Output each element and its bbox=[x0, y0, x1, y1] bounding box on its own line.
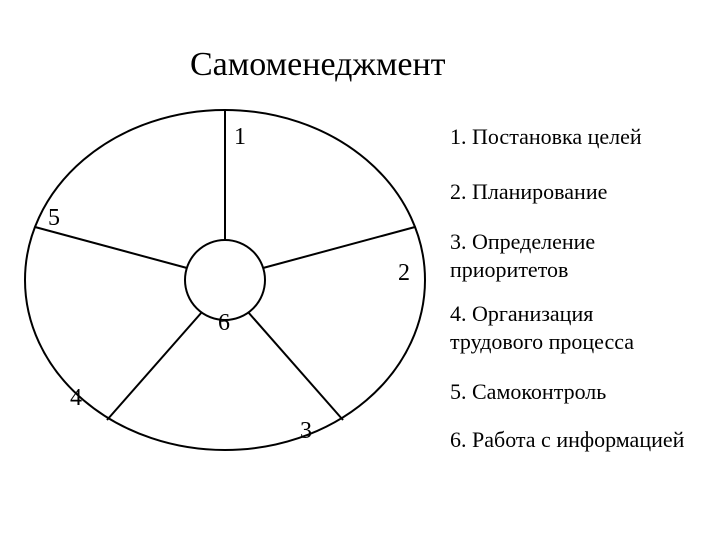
legend-item-3: 3. Определение приоритетов bbox=[450, 228, 690, 283]
center-label-6: 6 bbox=[218, 310, 230, 337]
legend-item-6: 6. Работа с информацией bbox=[450, 426, 690, 454]
title: Самоменеджмент bbox=[190, 46, 446, 84]
sector-label-3: 3 bbox=[300, 418, 312, 445]
sector-label-1: 1 bbox=[234, 124, 246, 151]
diagram-stage: { "title": { "text": "Самоменеджмент", "… bbox=[0, 0, 720, 540]
legend-item-4: 4. Организация трудового процесса bbox=[450, 300, 690, 355]
sector-label-5: 5 bbox=[48, 205, 60, 232]
legend-item-1: 1. Постановка целей bbox=[450, 123, 642, 151]
sector-label-4: 4 bbox=[70, 385, 82, 412]
legend-item-5: 5. Самоконтроль bbox=[450, 378, 606, 406]
sector-label-2: 2 bbox=[398, 260, 410, 287]
legend-item-2: 2. Планирование bbox=[450, 178, 607, 206]
